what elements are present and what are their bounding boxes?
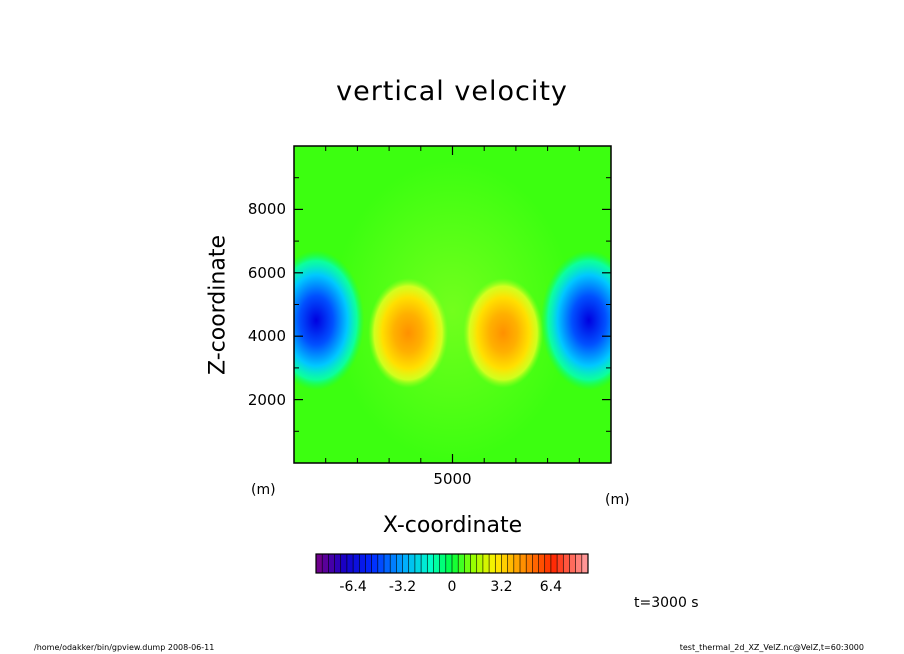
colorbar-cell bbox=[371, 554, 379, 573]
colorbar-cell bbox=[569, 554, 576, 573]
colorbar-tick-label-2: 0 bbox=[447, 579, 457, 595]
colorbar-cell bbox=[402, 554, 410, 573]
colorbar-cell bbox=[408, 554, 416, 573]
colorbar-cell bbox=[557, 554, 564, 573]
colorbar-cell bbox=[359, 554, 366, 573]
colorbar-cell bbox=[322, 554, 329, 573]
colorbar-tick-label-1: -3.2 bbox=[388, 579, 417, 595]
colorbar-cell bbox=[433, 554, 440, 573]
colorbar-cell bbox=[396, 554, 403, 573]
colorbar-cell bbox=[507, 554, 515, 573]
updraft-core-2 bbox=[368, 278, 449, 389]
axis-ticks bbox=[294, 146, 611, 463]
y-tick-label-2: 6000 bbox=[247, 263, 286, 282]
downdraft-core-0 bbox=[294, 250, 365, 391]
colorbar-cell bbox=[532, 554, 539, 573]
colorbar-cell bbox=[581, 554, 589, 573]
colorbar-cell bbox=[489, 554, 496, 573]
colorbar bbox=[315, 553, 589, 574]
x-tick-label-0: 5000 bbox=[433, 470, 472, 488]
colorbar-cell bbox=[513, 554, 521, 573]
colorbar-cell bbox=[501, 554, 508, 573]
colorbar-cell bbox=[427, 554, 434, 573]
colorbar-cell bbox=[482, 554, 490, 573]
y-axis-label: Z-coordinate bbox=[205, 235, 231, 375]
colorbar-cell bbox=[316, 554, 323, 573]
velocity-field bbox=[294, 146, 611, 463]
colorbar-cell bbox=[575, 554, 583, 573]
updraft-core-3 bbox=[463, 278, 544, 389]
colorbar-cell bbox=[538, 554, 546, 573]
colorbar-cell bbox=[353, 554, 360, 573]
colorbar-cell bbox=[439, 554, 447, 573]
time-label: t=3000 s bbox=[634, 595, 699, 611]
colorbar-cell bbox=[550, 554, 558, 573]
y-tick-label-1: 4000 bbox=[247, 327, 286, 346]
colorbar-cell bbox=[377, 554, 385, 573]
colorbar-cell bbox=[476, 554, 484, 573]
colorbar-tick-label-3: 3.2 bbox=[490, 579, 513, 595]
footer-right: test_thermal_2d_XZ_VelZ.nc@VelZ,t=60:300… bbox=[679, 643, 864, 652]
y-axis-unit: (m) bbox=[251, 482, 276, 498]
y-tick-label-0: 2000 bbox=[247, 390, 286, 409]
colorbar-cell bbox=[495, 554, 502, 573]
colorbar-cell bbox=[458, 554, 465, 573]
colorbar-cell bbox=[470, 554, 478, 573]
colorbar-cell bbox=[384, 554, 391, 573]
colorbar-cell bbox=[544, 554, 552, 573]
colorbar-cell bbox=[464, 554, 471, 573]
colorbar-cell bbox=[526, 554, 533, 573]
colorbar-tick-label-0: -6.4 bbox=[339, 579, 367, 595]
colorbar-cell bbox=[365, 554, 372, 573]
chart-title: vertical velocity bbox=[336, 76, 568, 107]
footer-left: /home/odakker/bin/gpview.dump 2008-06-11 bbox=[34, 643, 215, 652]
colorbar-cell bbox=[452, 554, 459, 573]
colorbar-cell bbox=[445, 554, 453, 573]
colorbar-tick-label-4: 6.4 bbox=[539, 579, 563, 595]
colorbar-cell bbox=[334, 554, 342, 573]
y-tick-label-3: 8000 bbox=[247, 200, 286, 219]
colorbar-cell bbox=[390, 554, 397, 573]
colorbar-cell bbox=[421, 554, 428, 573]
x-axis-label: X-coordinate bbox=[382, 513, 523, 538]
colorbar-cell bbox=[340, 554, 348, 573]
colorbar-frame bbox=[315, 553, 589, 574]
colorbar-cell bbox=[414, 554, 422, 573]
downdraft-core-1 bbox=[540, 250, 611, 391]
colorbar-cell bbox=[346, 554, 354, 573]
x-axis-unit: (m) bbox=[605, 492, 630, 508]
colorbar-cell bbox=[328, 554, 335, 573]
colorbar-cell bbox=[563, 554, 570, 573]
colorbar-cell bbox=[520, 554, 527, 573]
